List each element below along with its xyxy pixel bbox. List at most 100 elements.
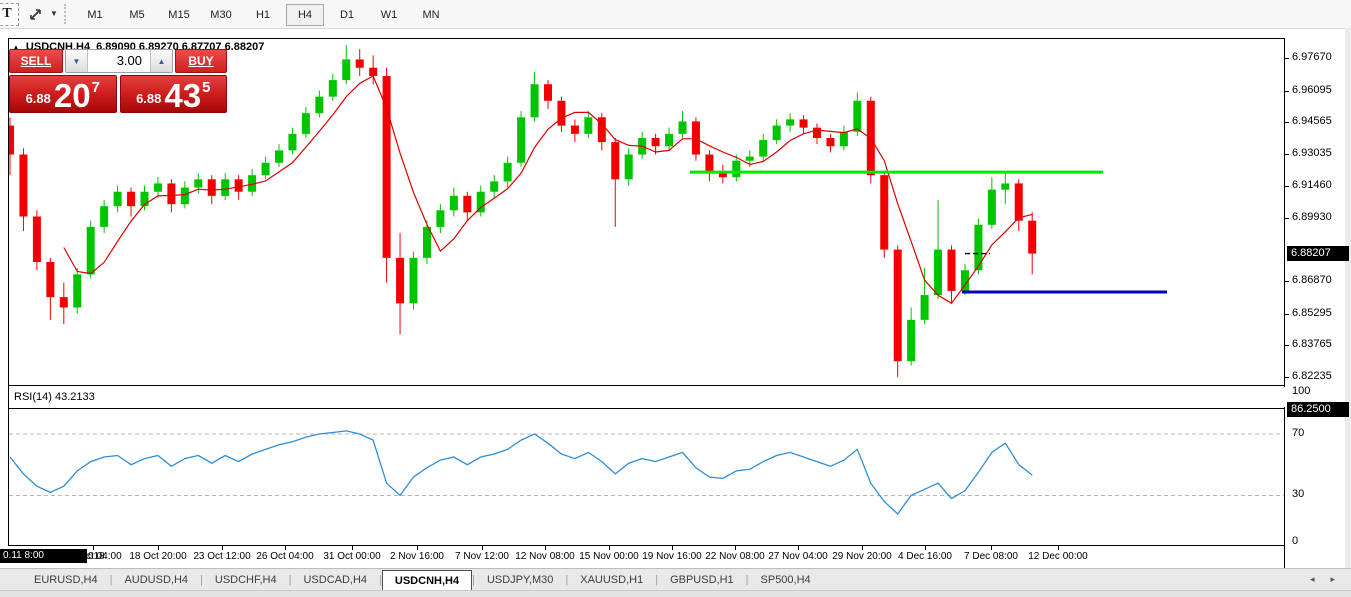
candle-body — [355, 59, 364, 68]
candle-body — [342, 59, 351, 81]
price-axis-tick — [1284, 281, 1289, 282]
tab-separator: | — [200, 574, 203, 586]
timeframe-button-m5[interactable]: M5 — [129, 9, 145, 21]
candle-body — [947, 249, 956, 291]
price-axis-label: 6.94565 — [1292, 115, 1332, 127]
candle-body — [544, 84, 552, 101]
sell-price-sup: 7 — [91, 79, 100, 96]
chart-tab-sp500[interactable]: SP500,H4 — [760, 574, 811, 586]
tab-separator: | — [472, 574, 475, 586]
candle-body — [73, 274, 82, 308]
price-axis-label: 6.83765 — [1292, 338, 1332, 350]
candle-body — [597, 117, 606, 143]
sell-price-small: 6.88 — [25, 91, 51, 106]
volume-spinner: ▼ 3.00 ▲ — [65, 49, 173, 73]
tabs-scroll-left-icon[interactable]: ◂ — [1309, 574, 1315, 584]
chart-tab-audusd[interactable]: AUDUSD,H4 — [124, 574, 189, 586]
chart-tab-eurusd[interactable]: EURUSD,H4 — [34, 574, 98, 586]
volume-decrease-button[interactable]: ▼ — [66, 50, 88, 72]
candle-body — [315, 96, 324, 114]
candle-body — [382, 75, 391, 258]
time-axis-label: 19 Nov 16:00 — [642, 551, 702, 562]
timeframe-button-m30[interactable]: M30 — [210, 9, 232, 21]
rsi-frame-top — [8, 408, 1285, 409]
timeframe-button-mn[interactable]: MN — [422, 9, 440, 21]
timeframe-button-d1[interactable]: D1 — [339, 9, 355, 21]
candle-body — [221, 179, 230, 196]
toolbar-dropdown-caret-icon[interactable]: ▼ — [50, 9, 58, 18]
sell-button-label: SELL — [20, 54, 52, 68]
rsi-indicator-plot[interactable] — [9, 409, 1284, 545]
buy-price-box[interactable]: 6.88 43 5 — [119, 75, 227, 114]
candle-body — [786, 119, 795, 126]
chart-tab-gbpusd[interactable]: GBPUSD,H1 — [670, 574, 734, 586]
buy-price-big: 43 — [164, 76, 202, 114]
price-axis-label: 6.82235 — [1292, 370, 1332, 382]
chart-tab-usdchf[interactable]: USDCHF,H4 — [214, 574, 277, 586]
candle-body — [288, 133, 297, 151]
candle-body — [799, 119, 808, 128]
timeframe-button-h1[interactable]: H1 — [255, 9, 271, 21]
collapse-triangle-icon[interactable]: ▲ — [12, 42, 20, 52]
candle-body — [248, 175, 257, 192]
candle-body — [705, 154, 714, 174]
candle-body — [490, 181, 499, 192]
chart-frame-left — [8, 38, 9, 546]
volume-increase-button[interactable]: ▲ — [150, 50, 172, 72]
volume-value[interactable]: 3.00 — [116, 53, 142, 68]
time-axis-label: 16 Oct 04:00 — [64, 551, 122, 562]
text-tool-icon[interactable]: T — [0, 3, 19, 26]
tab-separator: | — [288, 574, 292, 586]
candle-body — [369, 67, 378, 76]
tab-separator: | — [655, 574, 659, 586]
price-axis-label: 6.96095 — [1292, 84, 1332, 96]
tabs-scroll-right-icon[interactable]: ▸ — [1330, 574, 1335, 584]
candle-body — [328, 80, 337, 97]
price-chart-plot[interactable] — [6, 39, 1284, 385]
candle-body — [718, 173, 727, 178]
time-axis-label: 22 Nov 08:00 — [705, 551, 765, 562]
chart-tab-usdcad[interactable]: USDCAD,H4 — [303, 574, 368, 586]
sell-button[interactable]: SELL — [9, 49, 63, 73]
time-axis-tick — [735, 546, 736, 550]
candle-body — [665, 133, 674, 147]
candle-body — [261, 162, 270, 176]
candle-body — [32, 216, 41, 262]
rsi-axis-label: 0 — [1292, 535, 1299, 547]
candle-body — [301, 113, 310, 134]
price-axis-label: 6.97670 — [1292, 51, 1332, 63]
time-axis-tick — [222, 546, 223, 550]
candle-body — [1001, 183, 1010, 190]
time-axis-label: 26 Oct 04:00 — [256, 551, 314, 562]
rsi-axis-label: 70 — [1292, 427, 1305, 439]
chart-tab-xauusd[interactable]: XAUUSD,H1 — [580, 574, 644, 586]
timeframe-button-w1[interactable]: W1 — [380, 9, 398, 21]
candle-body — [436, 210, 445, 227]
time-axis-label: 27 Nov 04:00 — [768, 551, 828, 562]
buy-button[interactable]: BUY — [175, 49, 227, 73]
timeframe-button-h4[interactable]: H4 — [286, 4, 324, 26]
price-axis-tick — [1284, 186, 1289, 187]
time-axis-tick — [672, 546, 673, 550]
timeframe-button-m15[interactable]: M15 — [168, 9, 190, 21]
candle-body — [503, 162, 512, 182]
candle-body — [893, 249, 902, 362]
buy-button-label: BUY — [188, 54, 214, 68]
arrange-arrows-icon[interactable] — [28, 6, 48, 22]
chart-frame-top — [8, 38, 1285, 39]
sell-price-box[interactable]: 6.88 20 7 — [9, 75, 117, 113]
chart-tab-usdcnh[interactable]: USDCNH,H4 — [381, 569, 473, 592]
timeframe-button-m1[interactable]: M1 — [87, 9, 103, 21]
time-axis-label: 18 Oct 20:00 — [129, 551, 187, 562]
time-axis-label: 4 Dec 16:00 — [898, 551, 952, 562]
candle-body — [127, 191, 136, 207]
candle-body — [530, 84, 539, 118]
price-axis-tick — [1284, 314, 1289, 315]
timeframe-toolbar: M1 M5 M15 M30 H1 H4 D1 W1 MN — [76, 4, 450, 26]
toolbar-grip[interactable] — [64, 4, 66, 24]
tab-separator: | — [379, 574, 382, 586]
price-axis-label: 6.85295 — [1292, 307, 1332, 319]
chart-frame-bottom — [8, 385, 1285, 386]
candle-body — [651, 137, 660, 147]
chart-tab-usdjpy[interactable]: USDJPY,M30 — [486, 574, 554, 586]
